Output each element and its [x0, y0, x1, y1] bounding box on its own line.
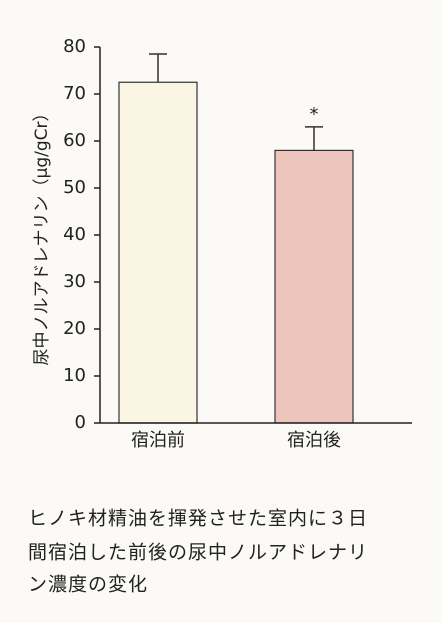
y-tick-label: 10 [63, 365, 86, 386]
y-tick-label: 50 [63, 177, 86, 198]
y-tick-label: 30 [63, 271, 86, 292]
bar [274, 149, 354, 424]
y-tick-label: 20 [63, 318, 86, 339]
error-bar [149, 53, 167, 83]
y-tick-label: 60 [63, 130, 86, 151]
annotation: * [310, 104, 319, 125]
error-bar [305, 126, 323, 151]
caption-line: ン濃度の変化 [28, 574, 148, 596]
y-tick-label: 80 [63, 36, 86, 57]
bar [118, 81, 198, 424]
caption-line: 間宿泊した前後の尿中ノルアドレナリ [28, 542, 368, 564]
y-tick-label: 40 [63, 224, 86, 245]
caption-line: ヒノキ材精油を揮発させた室内に３日 [28, 508, 368, 530]
x-tick-label: 宿泊後 [287, 430, 341, 451]
x-tick-label: 宿泊前 [131, 430, 185, 451]
y-tick-label: 70 [63, 83, 86, 104]
y-tick-label: 0 [75, 412, 86, 433]
y-axis-label: 尿中ノルアドレナリン（μg/gCr） [32, 105, 52, 366]
